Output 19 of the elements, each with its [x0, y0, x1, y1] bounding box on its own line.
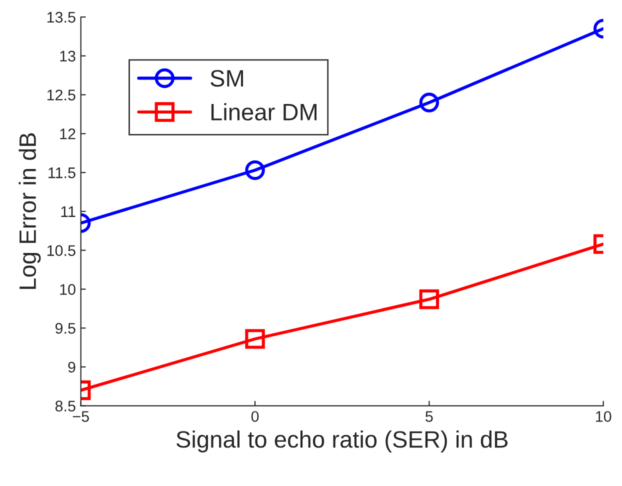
y-tick-label: 13.5 [47, 12, 76, 23]
y-tick-label: 9.5 [55, 322, 76, 334]
y-tick-label: 12.5 [47, 90, 76, 100]
y-tick-label: 10.5 [47, 245, 76, 256]
y-tick-label: 11 [61, 206, 76, 217]
y-tick-label: 10 [60, 284, 76, 295]
x-tick-label: 10 [596, 411, 612, 422]
y-tick-label: 11.5 [48, 168, 76, 178]
x-tick-label: −5 [72, 411, 89, 422]
legend-label: Linear DM [211, 103, 316, 121]
y-axis-title: Log Error in dB [18, 133, 41, 289]
x-tick-label: 0 [251, 411, 259, 422]
y-tick-label: 12 [60, 128, 76, 140]
y-tick-label: 13 [60, 50, 76, 62]
y-tick-label: 9 [68, 362, 76, 373]
x-tick-label: 5 [426, 411, 433, 422]
legend-label: SM [210, 70, 243, 87]
x-axis-title: Signal to echo ratio (SER) in dB [176, 430, 508, 452]
y-tick-label: 8.5 [55, 400, 76, 412]
